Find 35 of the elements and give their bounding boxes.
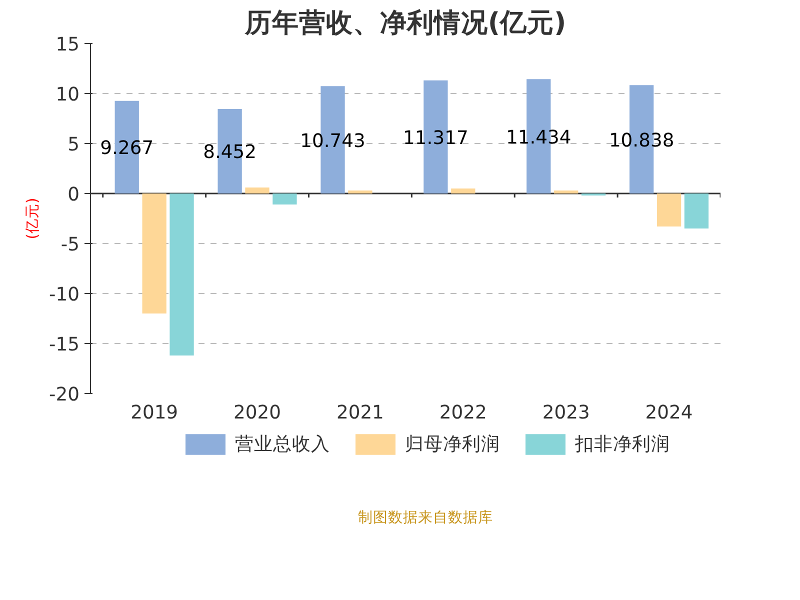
bar: [451, 188, 476, 194]
y-tick-label: -10: [49, 284, 80, 306]
y-axis-title: (亿元): [24, 198, 42, 240]
bar: [684, 194, 709, 228]
y-tick-label: -15: [49, 334, 80, 356]
bar: [170, 194, 194, 356]
y-tick-label: 0: [68, 184, 80, 206]
y-tick-label: -5: [60, 234, 80, 256]
y-tick-label: 15: [56, 34, 80, 56]
y-tick-label: 5: [68, 134, 80, 156]
bar: [554, 190, 578, 194]
text: 制图数据来自数据库: [358, 509, 493, 526]
data-label: 9.267: [100, 138, 154, 160]
x-tick-label: 2022: [439, 402, 487, 424]
bar: [348, 190, 372, 194]
bar: [656, 194, 682, 226]
data-label: 8.452: [203, 142, 257, 164]
y-tick-label: -20: [49, 384, 80, 406]
data-label: 10.743: [300, 130, 366, 152]
x-tick-label: 2021: [336, 402, 384, 424]
y-tick-label: 10: [56, 84, 80, 106]
x-tick-label: 2020: [234, 402, 282, 424]
chart-title: 历年营收、净利情况(亿元): [244, 8, 566, 38]
x-tick-label: 2024: [645, 402, 693, 424]
bar: [142, 194, 166, 314]
data-label: 11.434: [506, 127, 572, 148]
bar: [245, 188, 270, 194]
legend-label: 营业总收入: [235, 433, 330, 457]
legend-label: 扣非净利润: [575, 433, 670, 457]
legend-label: 归母净利润: [405, 433, 500, 457]
data-label: 10.838: [608, 130, 674, 152]
bar: [272, 194, 297, 204]
x-tick-label: 2019: [130, 402, 178, 424]
data-label: 11.317: [403, 128, 468, 149]
x-tick-label: 2023: [542, 402, 590, 424]
